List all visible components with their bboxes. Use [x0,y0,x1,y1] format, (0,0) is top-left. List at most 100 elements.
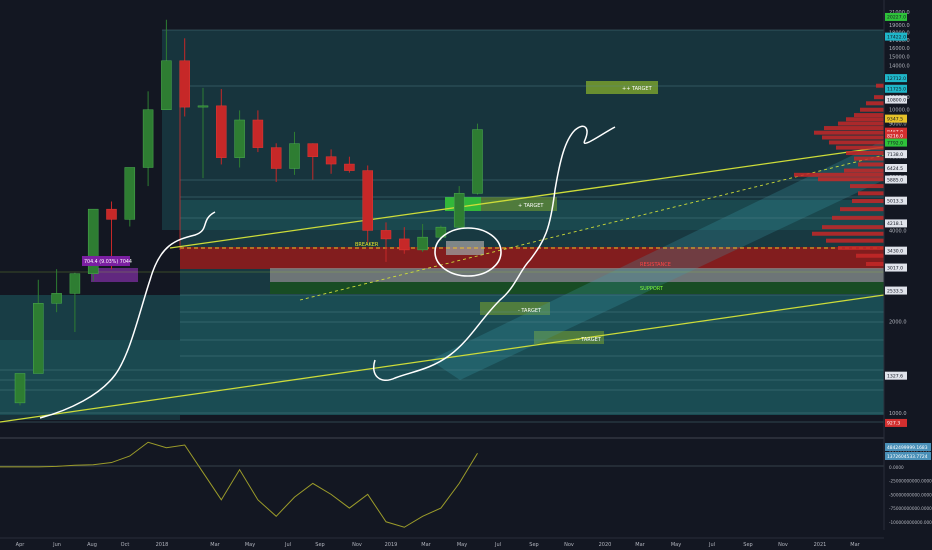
indicator-label-box [885,452,931,460]
candle-body [344,163,355,171]
volume-profile-bar [874,95,884,100]
price-label-text: 12712.0 [887,76,906,82]
price-label-text: 3430.0 [887,248,903,254]
price-tick-label: 14000.0 [889,63,910,69]
volume-profile-bar [824,126,884,131]
measure-label-box [82,256,130,266]
price-label-text: 6424.5 [887,166,903,172]
candle-body [252,119,264,148]
indicator-axis-labels: 4842499999.1683 1372604533.7724 [885,443,931,460]
price-label-box [885,12,907,21]
indicator-axis-ticks: 25000000000.00000.0000-25000000000.0000-… [889,451,932,525]
time-tick-label: May [671,542,681,548]
target-box-plus-plus [586,81,658,94]
grey-band [270,268,884,282]
price-tick-label: 9000.0 [889,122,907,128]
time-tick-label: 2018 [156,542,169,548]
indicator-label-text: 1372604533.7724 [887,454,928,460]
volume-profile-bar [850,184,884,189]
price-label-text: 11725.0 [887,87,906,93]
candle-body [33,303,44,374]
volume-profile-bar [846,150,884,155]
volume-profile-bar [854,113,884,118]
indicator-tick-label: -75000000000.0000 [889,506,932,511]
price-tick-label: 16000.0 [889,46,910,52]
volume-profile-bar [836,145,884,150]
target-label-plus-plus: ++ TARGET [622,86,653,92]
price-label-text: 7792.0 [887,140,903,146]
price-label-text: 927.3 [887,421,900,427]
volume-profile-bar [876,83,884,88]
candle-body [124,167,136,220]
price-label-box [885,246,907,255]
level-lines [0,29,884,423]
volume-profile-bar [858,162,884,167]
indicator-label-box [885,443,931,451]
time-tick-label: Sep [743,542,752,548]
price-label-text: 5885.0 [887,177,903,183]
price-label-text: 9347.5 [887,116,903,122]
candle-body [453,193,465,228]
hand-drawn-projection-2 [373,125,616,381]
upper-teal-zone [162,30,884,230]
time-axis-ticks: Apr Jun Aug Oct 2018 Mar May Jul Sep Nov 2019 Mar Ma… [16,542,861,548]
price-label-text: 17422.0 [887,34,906,40]
volume-profile-bar [818,177,884,182]
volume-profile-bar [866,261,884,266]
time-tick-label: May [457,542,467,548]
price-tick-label: 19000.0 [889,23,910,29]
price-label-text: 3017.0 [887,265,903,271]
candle-body [51,293,62,304]
price-label-text: 8216.0 [887,133,903,139]
candle-body [362,170,373,231]
time-tick-label: Sep [315,542,324,548]
candle-body [87,208,99,274]
price-label-text: 5013.3 [887,198,903,204]
candle-body [234,119,245,158]
time-tick-label: Sep [529,542,538,548]
volume-profile-bar [846,117,884,122]
volume-profile-bar [822,225,884,230]
time-tick-label: Jul [494,542,501,548]
candle-body [179,60,190,108]
target-label-minus: - TARGET [518,308,542,314]
candle-body [197,105,209,108]
price-axis-ticks: 21000.019000.018000.017000.016000.015000… [889,10,910,417]
resistance-label: RESISTANCE [640,262,671,268]
trendlines [0,146,885,423]
price-tick-label: 15000.0 [889,54,910,60]
volume-profile-bar [860,107,884,112]
price-tick-label: 1000.0 [889,411,907,417]
price-label-text: 10800.0 [887,97,906,103]
volume-profile-bar [822,135,884,140]
price-label-box [885,114,907,123]
volume-profile-bar [794,172,884,177]
price-label-box [885,95,907,104]
candle-body [307,143,319,157]
candle-body [270,147,282,169]
price-label-box [885,196,907,205]
indicator-line [0,441,478,528]
target-label-minus-minus: -- TARGET [576,337,602,343]
candle-body [289,143,300,169]
breaker-label: BREAKER [355,242,379,248]
support-label: SUPPORT [640,286,664,292]
candle-body [216,105,227,158]
indicator-tick-label: -100000000000.0000 [889,520,932,525]
time-tick-label: 2019 [385,542,398,548]
volume-profile-bar [838,121,884,126]
time-tick-label: Mar [850,542,860,548]
time-tick-label: Mar [210,542,220,548]
hand-drawn-projection [39,211,216,419]
price-tick-label: 2000.0 [889,320,907,326]
time-tick-label: Nov [778,542,788,548]
price-label-text: 2533.5 [887,288,903,294]
price-label-box [885,286,907,295]
lower-teal-zone [0,295,884,415]
time-tick-label: Aug [87,542,97,548]
candle-body [417,236,428,251]
candle-body [380,230,392,240]
volume-profile-bar [812,231,884,236]
time-tick-label: Mar [635,542,645,548]
